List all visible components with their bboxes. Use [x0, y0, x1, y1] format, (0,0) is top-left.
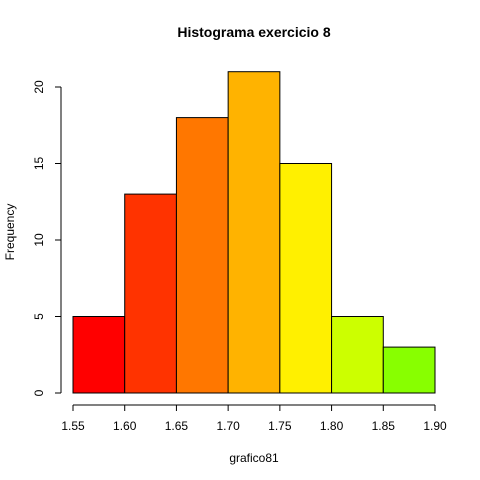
histogram-bar [331, 316, 384, 394]
y-tick-label: 20 [32, 80, 46, 94]
histogram-bar [175, 117, 229, 394]
histogram-bar [227, 71, 281, 394]
y-axis: 0 5 10 15 20 [32, 80, 62, 396]
x-axis-label: grafico81 [229, 451, 279, 465]
x-tick-label: 1.80 [320, 419, 344, 433]
histogram-bar [382, 346, 436, 394]
y-axis-label: Frequency [3, 204, 17, 261]
x-tick-label: 1.90 [423, 419, 447, 433]
y-tick-label: 0 [32, 389, 46, 396]
x-tick-label: 1.75 [268, 419, 292, 433]
histogram-bar [72, 316, 126, 394]
bars-group [72, 71, 436, 394]
x-tick-label: 1.65 [165, 419, 189, 433]
y-tick-label: 10 [32, 233, 46, 247]
y-tick-label: 5 [32, 313, 46, 320]
histogram-bar [279, 163, 333, 394]
y-tick-label: 15 [32, 157, 46, 171]
x-axis: 1.55 1.60 1.65 1.70 1.75 1.80 1.85 1.90 [61, 404, 447, 433]
x-tick-label: 1.60 [113, 419, 137, 433]
x-tick-label: 1.70 [216, 419, 240, 433]
x-tick-label: 1.55 [61, 419, 85, 433]
chart-title: Histograma exercicio 8 [177, 24, 331, 40]
x-tick-label: 1.85 [372, 419, 396, 433]
histogram-bar [124, 193, 177, 394]
